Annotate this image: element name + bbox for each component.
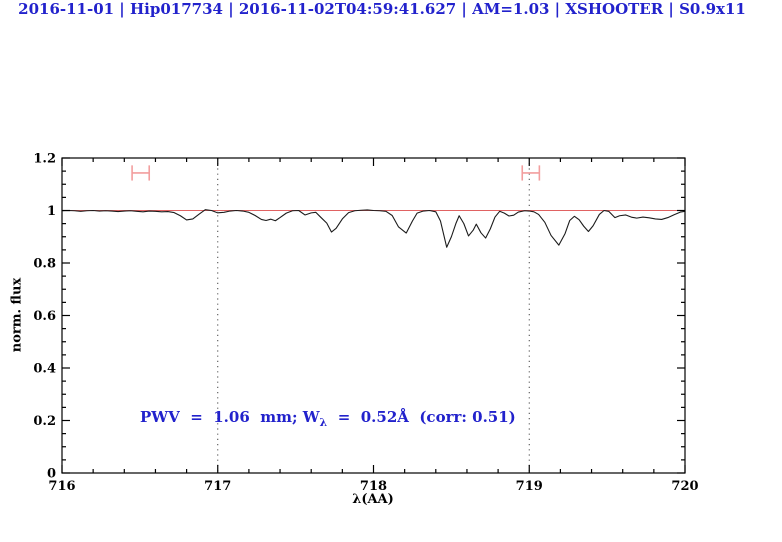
x-tick-label: 717 xyxy=(204,479,231,494)
annotation-lambda-subscript: λ xyxy=(319,416,328,429)
x-tick-label: 720 xyxy=(671,479,698,494)
x-axis-label: λ(AA) xyxy=(352,492,394,507)
y-tick-label: 0.6 xyxy=(33,309,56,324)
annotation-suffix: = 0.52Å (corr: 0.51) xyxy=(327,408,516,426)
y-axis-label: norm. flux xyxy=(9,277,25,353)
y-tick-label: 0.8 xyxy=(33,257,56,272)
y-tick-label: 1.2 xyxy=(33,152,56,167)
y-tick-label: 0 xyxy=(47,467,56,482)
band-marker-1 xyxy=(131,165,151,181)
x-tick-label: 718 xyxy=(360,479,387,494)
x-tick-label: 719 xyxy=(516,479,543,494)
x-tick-label: 716 xyxy=(48,479,75,494)
pwv-annotation: PWV = 1.06 mm; Wλ = 0.52Å (corr: 0.51) xyxy=(140,408,516,429)
band-marker-2 xyxy=(521,165,541,181)
annotation-prefix: PWV = 1.06 mm; W xyxy=(140,408,320,426)
y-tick-label: 1 xyxy=(47,204,56,219)
y-tick-label: 0.2 xyxy=(33,414,56,429)
plot-title: 2016-11-01 | Hip017734 | 2016-11-02T04:5… xyxy=(18,0,746,18)
y-tick-label: 0.4 xyxy=(33,362,56,377)
observed-spectrum xyxy=(61,209,686,248)
